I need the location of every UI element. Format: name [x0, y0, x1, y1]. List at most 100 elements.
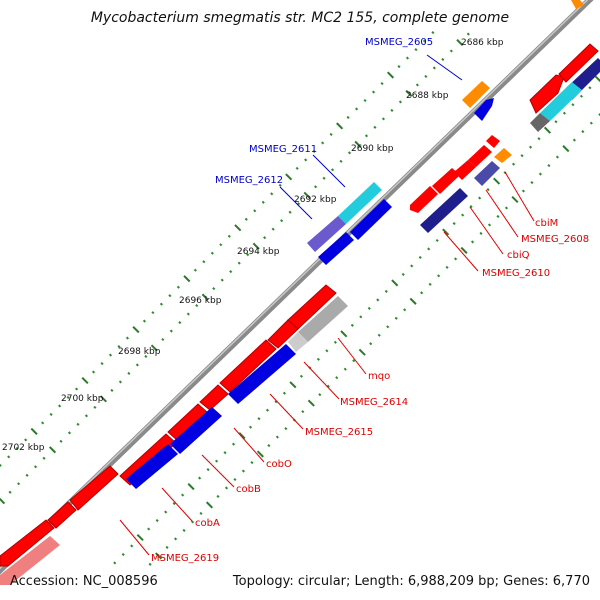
tick-minor — [8, 490, 12, 494]
tick-minor — [369, 342, 373, 346]
tick-minor — [487, 223, 492, 227]
tick-minor — [176, 285, 180, 289]
tick-major — [511, 195, 519, 204]
tick-minor — [466, 32, 470, 36]
tick-minor — [199, 511, 203, 516]
tick-minor — [135, 363, 139, 367]
tick-minor — [347, 151, 352, 155]
tick-minor — [121, 552, 125, 557]
tick-major — [205, 501, 214, 509]
tick-major — [391, 279, 399, 287]
tick-major — [442, 228, 450, 236]
tick-minor — [178, 320, 182, 325]
tick-minor — [521, 189, 526, 193]
tick-minor — [7, 455, 11, 459]
tick-minor — [398, 100, 402, 104]
tick-minor — [182, 528, 186, 532]
tick-minor — [496, 214, 500, 219]
tick-minor — [376, 298, 380, 302]
tick-minor — [169, 329, 173, 333]
tick-minor — [461, 213, 465, 217]
tick-minor — [571, 103, 575, 107]
tick-minor — [271, 227, 275, 231]
tick-minor — [424, 74, 428, 79]
tick-minor — [250, 460, 254, 465]
tick-minor — [339, 159, 343, 163]
tick-minor — [329, 132, 333, 136]
gene-labels-red: cbiM MSMEG_2608 cbiQ MSMEG_2610 mqo MSME… — [151, 218, 589, 564]
tick-minor — [371, 90, 376, 94]
tick-minor — [397, 64, 401, 69]
tick-minor — [330, 168, 335, 172]
tick-minor — [449, 49, 453, 53]
gene-arrow — [126, 444, 178, 489]
tick-minor — [100, 361, 104, 366]
tick-minor — [257, 417, 261, 421]
tick-minor — [381, 117, 385, 121]
tick-minor — [223, 451, 227, 455]
gene-arrow — [318, 232, 354, 265]
tick-major — [307, 399, 315, 407]
tick-minor — [326, 384, 330, 388]
gene-label: cobO — [266, 459, 292, 470]
tick-minor — [41, 421, 45, 425]
tick-minor — [282, 391, 286, 395]
tick-minor — [168, 294, 172, 298]
tick-minor — [212, 287, 216, 291]
gene-arrow — [0, 536, 60, 585]
gene-label: MSMEG_2610 — [482, 268, 550, 279]
tick-minor — [299, 374, 303, 378]
tick-minor — [304, 158, 308, 162]
tick-major — [238, 432, 246, 440]
tick-minor — [58, 404, 62, 408]
tick-minor — [278, 183, 282, 187]
tick-minor — [210, 251, 214, 255]
tick-minor — [155, 518, 159, 523]
tick-minor — [159, 302, 163, 306]
gene-arrow — [47, 501, 77, 529]
tick-minor — [403, 308, 407, 312]
tick-minor — [233, 477, 237, 482]
tick-minor — [322, 176, 326, 180]
tick-minor — [288, 210, 292, 214]
tick-major — [456, 38, 464, 47]
tick-minor — [452, 221, 456, 226]
gene-arrow — [228, 344, 296, 404]
tick-minor — [229, 270, 233, 274]
tick-major — [81, 376, 89, 385]
tick-minor — [253, 209, 257, 213]
tick-minor — [321, 141, 325, 145]
tick-minor — [0, 463, 2, 467]
tick-minor — [148, 562, 152, 566]
tick-minor — [113, 561, 117, 565]
tick-minor — [435, 238, 439, 243]
tick-minor — [504, 206, 509, 210]
tick-minor — [312, 149, 316, 153]
gene-arrow — [529, 74, 565, 114]
tick-major — [562, 145, 570, 153]
genome-backbone-highlight — [0, 0, 589, 570]
leader-lines — [119, 54, 535, 556]
tick-minor — [405, 56, 410, 60]
gene-arrow — [170, 407, 222, 454]
gene-labels-blue: MSMEG_2605 MSMEG_2611 MSMEG_2612 — [215, 37, 433, 186]
tick-minor — [352, 359, 356, 363]
gene-arrow — [420, 188, 468, 233]
tick-minor — [224, 486, 229, 490]
tick-minor — [579, 94, 583, 98]
tick-minor — [314, 185, 318, 189]
tick-major — [460, 246, 468, 254]
tick-major — [256, 450, 264, 458]
tick-minor — [318, 393, 322, 397]
gene-label: cobB — [236, 484, 261, 495]
tick-minor — [231, 442, 236, 446]
gene-arrow — [298, 296, 348, 342]
tick-minor — [173, 537, 178, 541]
tick-major — [354, 140, 362, 148]
gene-arrow — [0, 519, 55, 567]
tick-minor — [151, 311, 155, 315]
tick-minor — [431, 31, 435, 35]
tick-minor — [301, 410, 305, 414]
genome-title: Mycobacterium smegmatis str. MC2 155, co… — [90, 10, 510, 26]
gene-features — [0, 0, 600, 585]
